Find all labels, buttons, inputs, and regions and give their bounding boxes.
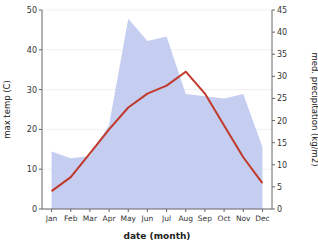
y-tick: [39, 49, 42, 50]
x-tick-label: May: [120, 214, 136, 223]
y2-tick-label: 25: [277, 94, 287, 103]
x-axis-line: [42, 209, 272, 210]
x-tick: [243, 209, 244, 212]
y-tick-label: 10: [27, 165, 37, 174]
x-tick: [147, 209, 148, 212]
x-tick-label: Nov: [236, 214, 251, 223]
x-tick-label: Dec: [255, 214, 270, 223]
y-tick-label: 40: [27, 46, 37, 55]
y2-tick: [272, 142, 275, 143]
x-tick-label: Aug: [178, 214, 193, 223]
x-tick: [204, 209, 205, 212]
y-tick: [39, 89, 42, 90]
x-tick: [70, 209, 71, 212]
x-tick: [185, 209, 186, 212]
x-tick-label: Sep: [198, 214, 212, 223]
x-tick-label: Mar: [83, 214, 98, 223]
y2-tick-label: 35: [277, 50, 287, 59]
y2-tick: [272, 164, 275, 165]
y2-tick-label: 45: [277, 6, 287, 15]
x-tick: [166, 209, 167, 212]
x-tick-label: Feb: [64, 214, 78, 223]
chart: 0 10 20 30 40 50 0 5 10 15 20 25 30 35 40 45 Jan Feb Mar Ap…: [0, 0, 318, 247]
y2-tick-label: 5: [277, 183, 282, 192]
data: [52, 19, 263, 209]
x-tick-label: Apr: [103, 214, 117, 223]
x-tick-label: Oct: [218, 214, 231, 223]
grid: [42, 10, 272, 209]
y2-tick-label: 0: [277, 205, 282, 214]
y-tick: [39, 169, 42, 170]
x-axis-label: date (month): [124, 231, 191, 241]
y2-tick: [272, 32, 275, 33]
x-tick: [262, 209, 263, 212]
y-tick-label: 0: [32, 205, 37, 214]
y2-axis-line: [272, 10, 273, 209]
y-tick: [39, 10, 42, 11]
x-tick: [224, 209, 225, 212]
y2-tick: [272, 54, 275, 55]
y2-tick: [272, 98, 275, 99]
x-tick-label: Jun: [141, 214, 154, 223]
x-tick-label: Jan: [45, 214, 58, 223]
x-tick: [109, 209, 110, 212]
grid-line: [42, 10, 272, 11]
y2-tick: [272, 186, 275, 187]
y2-axis-label: med. precipitation (kg/m2): [310, 52, 318, 166]
y-axis-label: max temp (C): [2, 80, 12, 139]
line: [52, 72, 263, 191]
y-tick: [39, 209, 42, 210]
y-tick: [39, 129, 42, 130]
y2-tick-label: 20: [277, 117, 287, 126]
y-axis-line: [42, 10, 43, 209]
x-tick: [89, 209, 90, 212]
area: [52, 19, 263, 209]
y2-tick: [272, 209, 275, 210]
y2-tick: [272, 10, 275, 11]
y-tick-label: 20: [27, 125, 37, 134]
y-tick-label: 30: [27, 86, 37, 95]
y2-tick-label: 10: [277, 161, 287, 170]
y2-tick-label: 15: [277, 139, 287, 148]
x-tick: [51, 209, 52, 212]
axes: 0 10 20 30 40 50 0 5 10 15 20 25 30 35 40 45 Jan Feb Mar Ap…: [27, 6, 287, 223]
y2-tick: [272, 120, 275, 121]
x-tick-label: Jul: [161, 214, 171, 223]
y2-tick: [272, 76, 275, 77]
x-tick: [128, 209, 129, 212]
y-tick-label: 50: [27, 6, 37, 15]
y2-tick-label: 30: [277, 72, 287, 81]
grid-line: [42, 209, 272, 210]
y2-tick-label: 40: [277, 28, 287, 37]
